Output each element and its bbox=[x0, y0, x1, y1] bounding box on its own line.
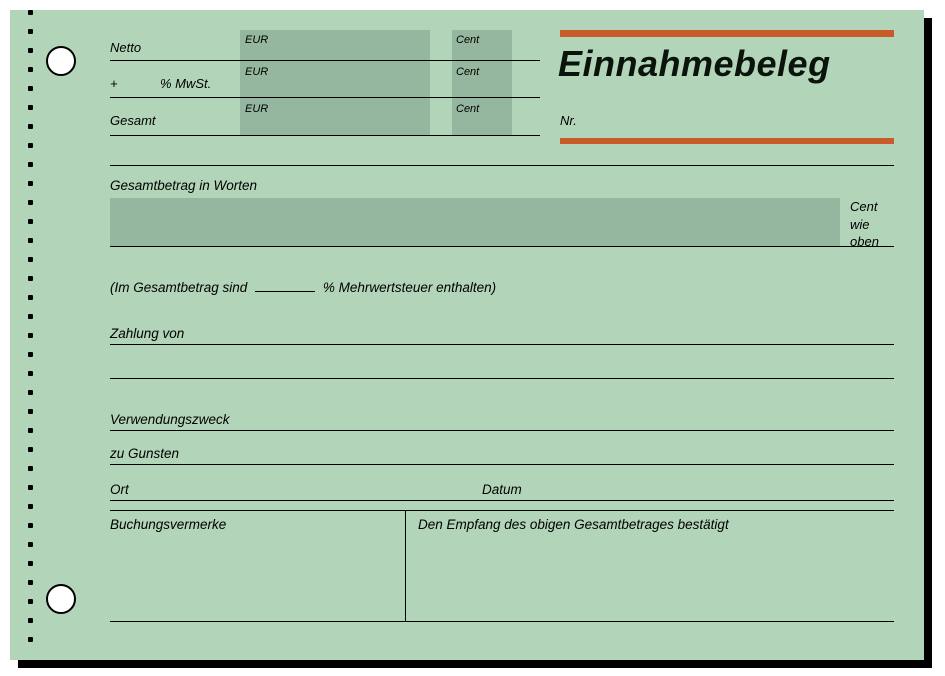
line-under-worten bbox=[110, 246, 894, 247]
mwst-percent-label: % MwSt. bbox=[160, 76, 211, 91]
perforation-strip bbox=[28, 10, 34, 660]
line-zahlung-von-2 bbox=[110, 378, 894, 379]
netto-label: Netto bbox=[110, 40, 141, 55]
ort-label: Ort bbox=[110, 482, 129, 497]
mwst-pre: (Im Gesamtbetrag sind bbox=[110, 280, 247, 295]
cent-label-3: Cent bbox=[456, 103, 479, 115]
mwst-post: % Mehrwertsteuer enthalten) bbox=[323, 280, 496, 295]
footer-box: Buchungsvermerke Den Empfang des obigen … bbox=[110, 510, 894, 622]
amount-row-line bbox=[110, 135, 540, 136]
cent-wie-oben-2: wie oben bbox=[850, 217, 879, 250]
eur-shade-column bbox=[240, 30, 430, 135]
zu-gunsten-label: zu Gunsten bbox=[110, 446, 179, 461]
punch-hole-top bbox=[46, 46, 76, 76]
cent-wie-oben-1: Cent bbox=[850, 199, 877, 214]
buchungsvermerke-label: Buchungsvermerke bbox=[110, 517, 226, 532]
heading-rule-bottom bbox=[560, 138, 894, 144]
gesamt-label: Gesamt bbox=[110, 113, 156, 128]
eur-label-2: EUR bbox=[245, 66, 268, 78]
line-under-amount bbox=[110, 165, 894, 166]
empfang-bestaetigt-label: Den Empfang des obigen Gesamtbetrages be… bbox=[418, 517, 729, 532]
eur-label-1: EUR bbox=[245, 34, 268, 46]
heading-rule-top bbox=[560, 30, 894, 37]
zahlung-von-label: Zahlung von bbox=[110, 326, 184, 341]
gesamtbetrag-worten-label: Gesamtbetrag in Worten bbox=[110, 178, 257, 193]
amount-row-line bbox=[110, 97, 540, 98]
worten-input-box[interactable] bbox=[110, 198, 840, 246]
line-zahlung-von bbox=[110, 344, 894, 345]
line-zu-gunsten bbox=[110, 464, 894, 465]
mwst-plus-label: + bbox=[110, 76, 118, 91]
footer-divider bbox=[405, 511, 406, 621]
nr-label: Nr. bbox=[560, 113, 577, 128]
line-verwendungszweck bbox=[110, 430, 894, 431]
amount-row-line bbox=[110, 60, 540, 61]
receipt-form: Netto + % MwSt. Gesamt EUR EUR EUR Cent … bbox=[10, 10, 924, 660]
receipt-title: Einnahmebeleg bbox=[558, 43, 894, 85]
cent-wie-oben: Cent wie oben bbox=[850, 198, 894, 251]
verwendungszweck-label: Verwendungszweck bbox=[110, 412, 230, 427]
line-ort-datum bbox=[110, 500, 894, 501]
datum-label: Datum bbox=[482, 482, 522, 497]
heading-block: Einnahmebeleg bbox=[560, 30, 894, 87]
eur-label-3: EUR bbox=[245, 103, 268, 115]
punch-hole-bottom bbox=[46, 584, 76, 614]
cent-label-2: Cent bbox=[456, 66, 479, 78]
mwst-sentence: (Im Gesamtbetrag sind % Mehrwertsteuer e… bbox=[110, 280, 496, 295]
cent-label-1: Cent bbox=[456, 34, 479, 46]
mwst-percent-input-line[interactable] bbox=[255, 291, 315, 292]
